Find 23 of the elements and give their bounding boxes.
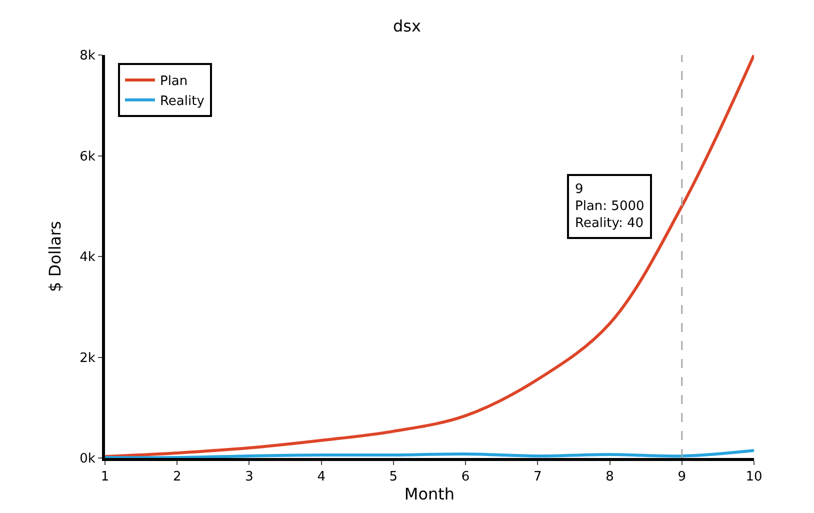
y-axis-title: $ Dollars (45, 221, 64, 292)
x-tick-label: 1 (100, 470, 110, 485)
y-tick-label: 8k (80, 48, 96, 64)
y-tick-label: 0k (80, 452, 96, 467)
x-tick-label: 10 (746, 470, 762, 485)
x-tick-label: 6 (461, 470, 470, 485)
x-tick-label: 8 (606, 470, 614, 485)
x-tick-label: 4 (317, 470, 326, 485)
y-tick-label: 6k (80, 149, 96, 164)
chart-title: dsx (393, 16, 421, 36)
legend-label: Plan (160, 74, 188, 90)
x-tick-label: 3 (245, 470, 254, 485)
y-tick-label: 4k (80, 250, 96, 266)
annotation: 9 Plan: 5000 Reality: 40 (575, 182, 644, 231)
x-axis-title: Month (404, 484, 455, 504)
x-tick-label: 2 (172, 470, 182, 485)
legend-label: Reality (160, 94, 205, 109)
x-tick-label: 7 (534, 470, 542, 485)
x-tick-label: 9 (678, 470, 686, 485)
line-series (105, 448, 754, 458)
x-tick-label: 5 (389, 470, 398, 485)
y-tick-label: 2k (80, 350, 96, 366)
line-series (105, 55, 754, 458)
